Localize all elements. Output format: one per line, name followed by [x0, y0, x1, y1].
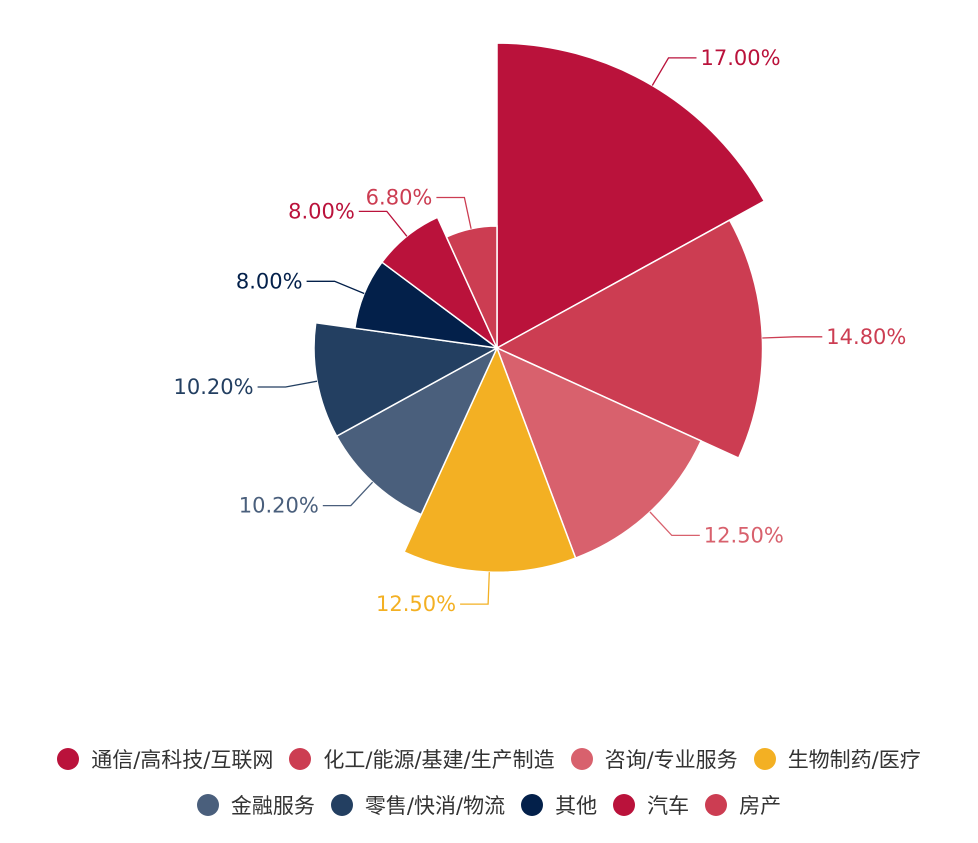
legend-label: 咨询/专业服务 — [604, 748, 738, 772]
legend-item[interactable]: 咨询/专业服务 — [570, 744, 738, 774]
rose-sector[interactable] — [313, 321, 500, 438]
legend-dot — [330, 794, 353, 816]
leader-line — [257, 380, 318, 388]
legend-label: 金融服务 — [230, 794, 315, 818]
leader-line — [649, 511, 700, 537]
rose-sector[interactable] — [495, 219, 764, 460]
legend-label: 通信/高科技/互联网 — [91, 748, 274, 772]
legend-dot — [705, 794, 728, 816]
legend-item[interactable]: 生物制药/医疗 — [753, 744, 921, 774]
data-label: 8.00% — [288, 199, 355, 223]
legend-item[interactable]: 汽车 — [613, 790, 689, 820]
legend-item[interactable]: 金融服务 — [196, 790, 315, 820]
data-label: 10.20% — [239, 494, 319, 518]
data-label: 12.50% — [376, 592, 456, 616]
leader-line — [651, 57, 697, 86]
data-label: 17.00% — [701, 46, 781, 70]
legend-dot — [196, 794, 219, 816]
legend-dot — [57, 748, 80, 770]
data-label: 6.80% — [366, 186, 433, 210]
rose-sector[interactable] — [495, 346, 703, 560]
rose-sector[interactable] — [403, 346, 577, 574]
leader-line — [762, 336, 823, 339]
rose-chart: 17.00% 14.80% 12.50% 12.50% 10.20% 10.20% 8.00… — [174, 42, 906, 616]
data-label: 12.50% — [704, 523, 784, 547]
legend-label: 房产 — [739, 794, 782, 818]
leader-line — [322, 481, 374, 507]
legend-dot — [289, 748, 312, 770]
data-label: 8.00% — [236, 269, 303, 293]
legend-label: 其他 — [555, 794, 598, 818]
legend-item[interactable]: 零售/快消/物流 — [330, 790, 506, 820]
legend-row-2: 金融服务 零售/快消/物流 其他 汽车 房产 — [0, 790, 978, 820]
legend-item[interactable]: 通信/高科技/互联网 — [57, 744, 273, 774]
legend-dot — [613, 794, 636, 816]
legend-dot — [521, 794, 544, 816]
leader-line — [460, 572, 490, 605]
legend-dot — [753, 748, 776, 770]
data-label: 10.20% — [174, 375, 254, 399]
legend-label: 生物制药/医疗 — [787, 748, 921, 772]
legend-item[interactable]: 其他 — [521, 790, 597, 820]
rose-sector[interactable] — [335, 346, 499, 516]
legend-label: 零售/快消/物流 — [364, 794, 506, 818]
leader-line — [358, 210, 408, 237]
rose-sector[interactable] — [496, 42, 766, 350]
data-label: 14.80% — [826, 325, 906, 349]
legend-item[interactable]: 房产 — [705, 790, 781, 820]
legend-dot — [570, 748, 593, 770]
leader-line — [306, 280, 365, 295]
legend-label: 化工/能源/基建/生产制造 — [323, 748, 555, 772]
legend-row-1: 通信/高科技/互联网 化工/能源/基建/生产制造 咨询/专业服务 生物制药/医疗 — [0, 744, 978, 774]
legend-item[interactable]: 化工/能源/基建/生产制造 — [289, 744, 555, 774]
leader-line — [436, 196, 472, 229]
legend-label: 汽车 — [647, 794, 690, 818]
